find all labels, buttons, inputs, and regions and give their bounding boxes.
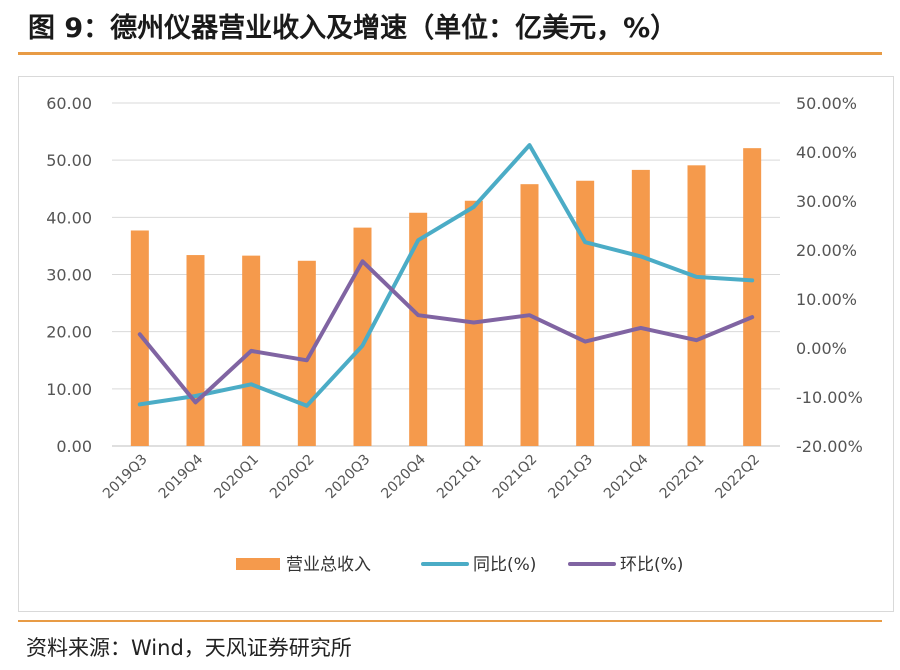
legend-item-qoq: 环比(%): [570, 555, 683, 575]
x-tick-label: 2019Q3: [100, 452, 151, 503]
grid-lines: [112, 103, 780, 446]
source-note: 资料来源：Wind，天风证券研究所: [26, 632, 352, 662]
left-tick-label: 60.00: [46, 94, 92, 113]
revenue-bar: [409, 213, 427, 446]
footer-rule: [18, 620, 882, 622]
combo-chart: 0.00 10.00 20.00 30.00 40.00 50.00 60.00 -20.0…: [0, 0, 900, 670]
right-tick-label: -20.00%: [796, 437, 863, 456]
x-tick-label: 2022Q2: [712, 452, 763, 503]
revenue-bar: [576, 181, 594, 446]
revenue-bar: [632, 170, 650, 446]
left-tick-label: 50.00: [46, 151, 92, 170]
x-tick-label: 2020Q2: [267, 452, 318, 503]
x-tick-label: 2019Q4: [156, 451, 207, 502]
legend-label: 环比(%): [620, 555, 683, 575]
right-tick-label: 0.00%: [796, 339, 847, 358]
left-tick-label: 20.00: [46, 323, 92, 342]
right-axis-ticks: -20.00% -10.00% 0.00% 10.00% 20.00% 30.00% 40.…: [796, 94, 863, 456]
legend-label: 营业总收入: [286, 555, 371, 575]
x-tick-label: 2021Q1: [434, 452, 485, 503]
growth-lines: [140, 145, 752, 406]
left-tick-label: 0.00: [56, 437, 92, 456]
x-tick-label: 2021Q2: [490, 452, 541, 503]
left-tick-label: 40.00: [46, 208, 92, 227]
left-tick-label: 30.00: [46, 266, 92, 285]
x-tick-label: 2020Q4: [378, 451, 429, 502]
revenue-bar: [298, 261, 316, 446]
x-tick-label: 2020Q1: [211, 452, 262, 503]
left-axis-ticks: 0.00 10.00 20.00 30.00 40.00 50.00 60.00: [46, 94, 92, 456]
revenue-bar: [131, 230, 149, 446]
right-tick-label: 30.00%: [796, 192, 857, 211]
x-tick-label: 2022Q1: [657, 452, 708, 503]
x-axis-ticks: 2019Q3 2019Q4 2020Q1 2020Q2 2020Q3 2020Q4 2021…: [100, 451, 763, 502]
right-tick-label: -10.00%: [796, 388, 863, 407]
legend-label: 同比(%): [473, 555, 536, 575]
legend-item-revenue: 营业总收入: [236, 555, 371, 575]
x-tick-label: 2020Q3: [323, 452, 374, 503]
revenue-bars: [131, 148, 761, 446]
legend-item-yoy: 同比(%): [423, 555, 536, 575]
revenue-bar: [688, 165, 706, 446]
right-tick-label: 50.00%: [796, 94, 857, 113]
right-tick-label: 10.00%: [796, 290, 857, 309]
left-tick-label: 10.00: [46, 380, 92, 399]
x-tick-label: 2021Q4: [601, 451, 652, 502]
right-tick-label: 40.00%: [796, 143, 857, 162]
revenue-bar: [743, 148, 761, 446]
legend-swatch: [236, 558, 280, 570]
right-tick-label: 20.00%: [796, 241, 857, 260]
revenue-bar: [187, 255, 205, 446]
legend: 营业总收入 同比(%) 环比(%): [236, 555, 683, 575]
x-tick-label: 2021Q3: [545, 452, 596, 503]
